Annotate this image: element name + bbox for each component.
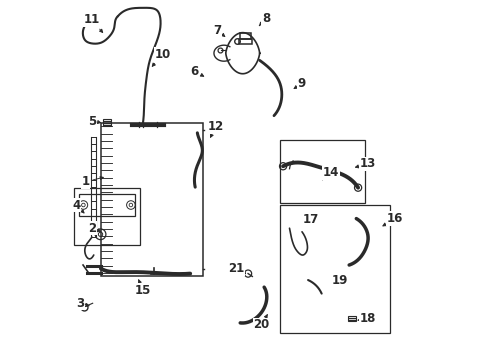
- Text: 10: 10: [152, 48, 170, 66]
- Text: 5: 5: [88, 114, 101, 127]
- Text: 6: 6: [190, 64, 203, 77]
- Text: 3: 3: [76, 297, 89, 310]
- Text: 2: 2: [88, 222, 101, 235]
- Text: 8: 8: [259, 12, 269, 26]
- Text: 18: 18: [357, 312, 375, 325]
- Text: 17: 17: [302, 213, 318, 226]
- Text: 11: 11: [83, 13, 102, 32]
- Text: 13: 13: [355, 157, 375, 170]
- Bar: [239, 39, 251, 44]
- Text: 19: 19: [331, 274, 348, 287]
- Bar: [102, 119, 111, 126]
- Bar: [279, 205, 389, 333]
- Bar: [79, 194, 135, 216]
- Text: 9: 9: [293, 77, 305, 90]
- Bar: [240, 33, 251, 39]
- Text: 7: 7: [213, 24, 224, 37]
- Text: 1: 1: [81, 175, 103, 188]
- Bar: [74, 188, 140, 245]
- Bar: [347, 316, 355, 321]
- Text: 15: 15: [134, 280, 151, 297]
- Text: 16: 16: [382, 212, 403, 226]
- Text: 20: 20: [253, 315, 269, 331]
- Text: 21: 21: [228, 262, 245, 275]
- Bar: [101, 123, 203, 276]
- Bar: [279, 140, 364, 203]
- Text: 4: 4: [72, 198, 84, 213]
- Text: 14: 14: [322, 166, 339, 180]
- Text: 12: 12: [207, 120, 224, 137]
